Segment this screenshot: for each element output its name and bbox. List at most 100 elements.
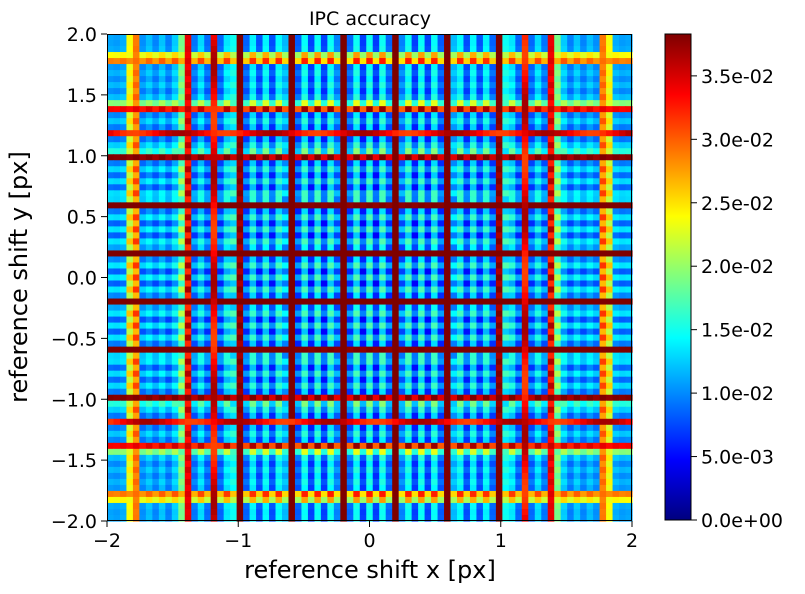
heatmap-cell — [398, 34, 406, 41]
heatmap-cell — [476, 208, 484, 215]
heatmap-cell — [132, 58, 141, 65]
heatmap-cell — [158, 244, 166, 252]
heatmap-cell — [502, 100, 510, 107]
heatmap-cell — [275, 316, 283, 324]
heatmap-cell — [521, 202, 529, 209]
heatmap-cell — [158, 70, 166, 77]
heatmap-cell — [405, 172, 413, 179]
heatmap-cell — [567, 148, 575, 155]
heatmap-cell — [230, 40, 238, 47]
heatmap-cell — [359, 58, 367, 65]
heatmap-cell — [320, 244, 328, 252]
heatmap-cell — [217, 250, 225, 258]
heatmap-cell — [230, 340, 238, 348]
heatmap-cell — [411, 142, 419, 149]
heatmap-cell — [502, 334, 510, 342]
heatmap-cell — [567, 328, 575, 336]
heatmap-cell — [327, 352, 335, 360]
heatmap-cell — [165, 352, 173, 360]
heatmap-cell — [424, 88, 432, 95]
heatmap-cell — [275, 40, 283, 47]
heatmap-cell — [152, 298, 160, 306]
heatmap-cell — [560, 172, 568, 179]
heatmap-cell — [269, 280, 277, 288]
heatmap-cell — [353, 214, 361, 221]
heatmap-cell — [184, 148, 192, 155]
heatmap-cell — [593, 382, 601, 390]
heatmap-cell — [366, 172, 374, 179]
heatmap-cell — [184, 370, 192, 378]
heatmap-cell — [580, 82, 588, 89]
heatmap-cell — [282, 400, 290, 408]
heatmap-cell — [534, 280, 542, 288]
heatmap-cell — [469, 70, 478, 77]
heatmap-cell — [320, 250, 328, 258]
heatmap-cell — [463, 160, 471, 167]
heatmap-cell — [567, 394, 575, 402]
heatmap-cell — [411, 286, 419, 294]
heatmap-cell — [249, 400, 257, 408]
heatmap-cell — [567, 130, 575, 137]
heatmap-cell — [580, 388, 588, 396]
heatmap-cell — [139, 310, 147, 318]
heatmap-cell — [573, 76, 581, 83]
heatmap-cell — [372, 142, 380, 149]
heatmap-cell — [392, 298, 400, 306]
heatmap-cell — [262, 268, 270, 276]
heatmap-cell — [132, 316, 141, 324]
heatmap-cell — [560, 262, 568, 270]
heatmap-cell — [489, 226, 497, 234]
heatmap-cell — [171, 238, 179, 246]
heatmap-cell — [606, 382, 614, 390]
heatmap-cell — [288, 286, 296, 294]
heatmap-cell — [152, 88, 160, 95]
heatmap-cell — [256, 262, 264, 270]
heatmap-cell — [489, 322, 497, 330]
heatmap-cell — [482, 358, 491, 366]
heatmap-cell — [223, 82, 231, 89]
heatmap-cell — [385, 142, 393, 149]
heatmap-cell — [327, 100, 335, 107]
heatmap-cell — [612, 148, 620, 155]
heatmap-cell — [346, 382, 354, 390]
heatmap-cell — [340, 154, 348, 161]
heatmap-cell — [424, 64, 432, 71]
heatmap-cell — [119, 34, 128, 41]
heatmap-cell — [489, 34, 497, 41]
heatmap-cell — [444, 64, 452, 71]
heatmap-cell — [554, 262, 562, 270]
heatmap-cell — [405, 346, 413, 354]
heatmap-cell — [294, 382, 303, 390]
heatmap-cell — [301, 370, 309, 378]
heatmap-cell — [353, 400, 361, 408]
heatmap-cell — [165, 94, 173, 101]
heatmap-cell — [366, 298, 374, 306]
heatmap-cell — [262, 394, 270, 402]
heatmap-cell — [547, 52, 555, 59]
heatmap-cell — [573, 304, 581, 312]
heatmap-cell — [158, 172, 166, 179]
heatmap-cell — [262, 304, 270, 312]
heatmap-cell — [256, 310, 264, 318]
heatmap-cell — [593, 364, 601, 372]
heatmap-cell — [502, 358, 510, 366]
heatmap-cell — [495, 394, 503, 402]
heatmap-cell — [132, 352, 141, 360]
heatmap-cell — [372, 190, 380, 197]
heatmap-cell — [625, 190, 633, 197]
heatmap-cell — [554, 202, 562, 209]
heatmap-cell — [307, 364, 316, 372]
heatmap-cell — [307, 298, 316, 306]
heatmap-cell — [171, 166, 179, 173]
heatmap-cell — [625, 286, 633, 294]
heatmap-cell — [521, 76, 529, 83]
heatmap-cell — [107, 262, 115, 270]
heatmap-cell — [515, 40, 523, 47]
heatmap-cell — [346, 70, 354, 77]
heatmap-cell — [223, 40, 231, 47]
heatmap-cell — [482, 220, 491, 227]
heatmap-cell — [554, 136, 562, 143]
heatmap-cell — [191, 322, 199, 330]
heatmap-cell — [450, 184, 458, 191]
heatmap-cell — [249, 334, 257, 342]
